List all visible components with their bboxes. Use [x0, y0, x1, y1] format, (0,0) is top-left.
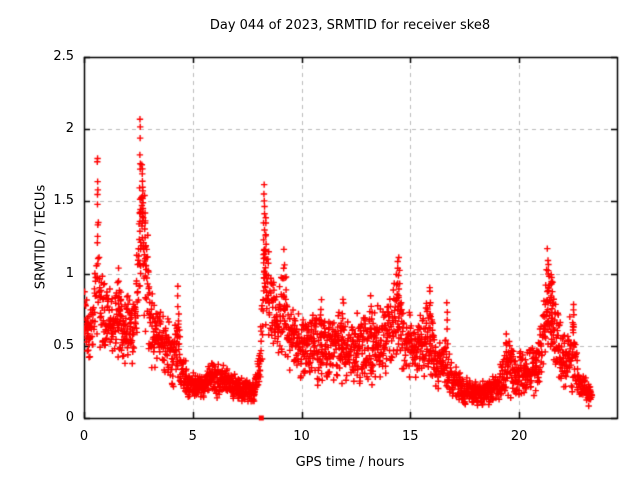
x-axis-label: GPS time / hours [295, 455, 405, 470]
chart-title: Day 044 of 2023, SRMTID for receiver ske… [209, 18, 491, 33]
x-tick-label: 20 [510, 429, 528, 444]
x-tick-label: 15 [402, 429, 419, 444]
x-tick-label: 0 [79, 429, 89, 444]
y-tick-label: 1 [65, 265, 74, 281]
y-tick-label: 1.5 [53, 193, 74, 209]
y-tick-label: 0 [65, 410, 74, 425]
y-tick-label: 2 [65, 121, 74, 137]
y-tick-label: 0.5 [53, 337, 74, 353]
y-tick-label: 2.5 [53, 49, 74, 64]
x-tick-label: 5 [188, 429, 197, 444]
x-tick-label: 10 [293, 429, 310, 444]
